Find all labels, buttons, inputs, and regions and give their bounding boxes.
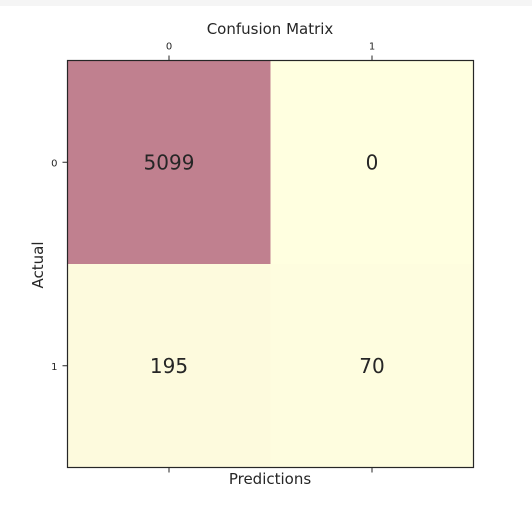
top-strip [0, 0, 532, 6]
y-axis-label: Actual [29, 242, 47, 289]
plot-frame [66, 59, 475, 469]
x-axis-label: Predictions [229, 470, 312, 488]
heatmap-cell-1-1 [270, 264, 474, 468]
y-tick-label-0: 0 [51, 158, 57, 169]
x-tick-label-0: 0 [166, 42, 172, 53]
heatmap-cells: 5099 0 195 70 [67, 60, 474, 468]
chart-title: Confusion Matrix [207, 20, 334, 38]
cell-value-0-0: 5099 [144, 150, 195, 174]
cell-value-1-1: 70 [359, 354, 384, 378]
heatmap-cell-1-0 [67, 264, 271, 468]
axis-ticks: 0 1 0 1 [51, 42, 375, 473]
heatmap-cell-0-1 [270, 60, 474, 264]
cell-value-0-1: 0 [366, 150, 379, 174]
y-tick-label-1: 1 [51, 362, 57, 373]
cell-value-1-0: 195 [150, 354, 188, 378]
x-tick-label-1: 1 [369, 42, 375, 53]
heatmap-cell-0-0 [67, 60, 271, 264]
